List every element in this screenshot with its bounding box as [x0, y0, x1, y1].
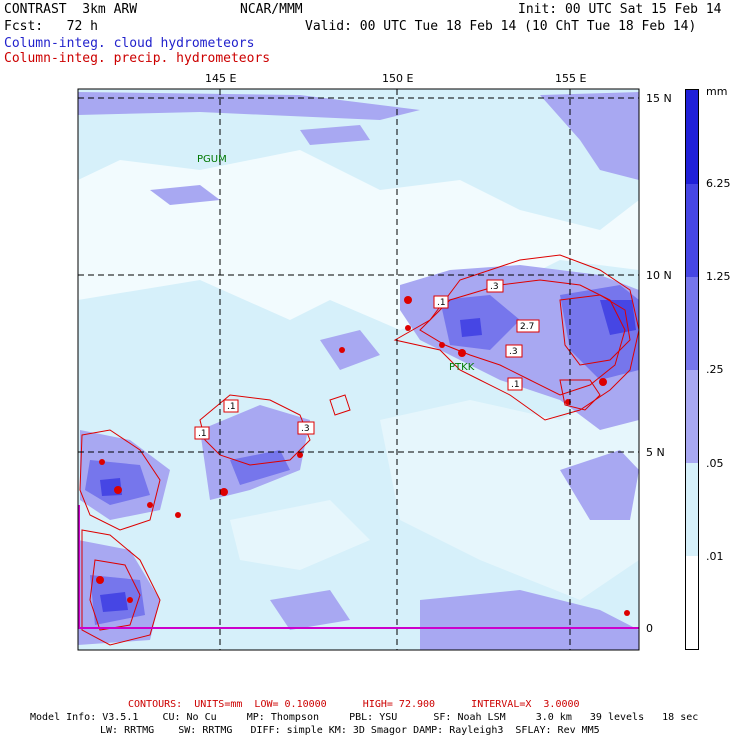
colorbar — [685, 89, 699, 650]
contour-label: .1 — [511, 380, 520, 390]
contour-label: .1 — [227, 402, 236, 412]
model-info-line2: LW: RRTMG SW: RRTMG DIFF: simple KM: 3D … — [100, 725, 600, 736]
colorbar-level: 6.25 — [706, 177, 731, 190]
colorbar-level: 1.25 — [706, 270, 731, 283]
valid-time: Valid: 00 UTC Tue 18 Feb 14 (10 ChT Tue … — [305, 19, 697, 34]
contour-label-group: .1 .3 2.7 .3 .1 .1 .1 .3 — [194, 279, 540, 440]
precip-contours — [79, 254, 639, 646]
station-group: PGUM PTKK — [197, 154, 475, 373]
contour-label: .1 — [198, 429, 207, 439]
colorbar-unit: mm — [706, 85, 728, 98]
cloud-field-title: Column-integ. cloud hydrometeors — [4, 36, 255, 51]
colorbar-level: .25 — [706, 363, 724, 376]
contour-label: .1 — [437, 298, 446, 308]
lat-label-15n: 15 N — [646, 92, 672, 105]
lat-label-5n: 5 N — [646, 446, 665, 459]
contour-label: .3 — [509, 347, 518, 357]
map-frame — [77, 88, 640, 651]
lon-label-145: 145 E — [205, 72, 237, 85]
model-info-line1: Model Info: V3.5.1 CU: No Cu MP: Thompso… — [30, 712, 699, 723]
organization-label: NCAR/MMM — [240, 2, 303, 17]
colorbar-level: .01 — [706, 550, 724, 563]
forecast-hour: Fcst: 72 h — [4, 19, 98, 34]
station-ptkk: PTKK — [449, 362, 475, 373]
lat-lon-grid — [78, 89, 639, 650]
shaded-cloud-field — [78, 89, 639, 650]
colorbar-level: .05 — [706, 457, 724, 470]
model-title: CONTRAST 3km ARW — [4, 2, 138, 17]
contour-label: 2.7 — [520, 322, 534, 332]
contour-label: .3 — [490, 282, 499, 292]
init-time: Init: 00 UTC Sat 15 Feb 14 — [518, 2, 722, 17]
lon-label-150: 150 E — [382, 72, 414, 85]
lon-label-155: 155 E — [555, 72, 587, 85]
lat-label-0: 0 — [646, 622, 653, 635]
precip-cores — [96, 296, 630, 616]
lat-label-10n: 10 N — [646, 269, 672, 282]
contour-info: CONTOURS: UNITS=mm LOW= 0.10000 HIGH= 72… — [128, 699, 580, 710]
precip-field-title: Column-integ. precip. hydrometeors — [4, 51, 271, 66]
station-pgum: PGUM — [197, 154, 227, 165]
contour-label: .3 — [301, 424, 310, 434]
